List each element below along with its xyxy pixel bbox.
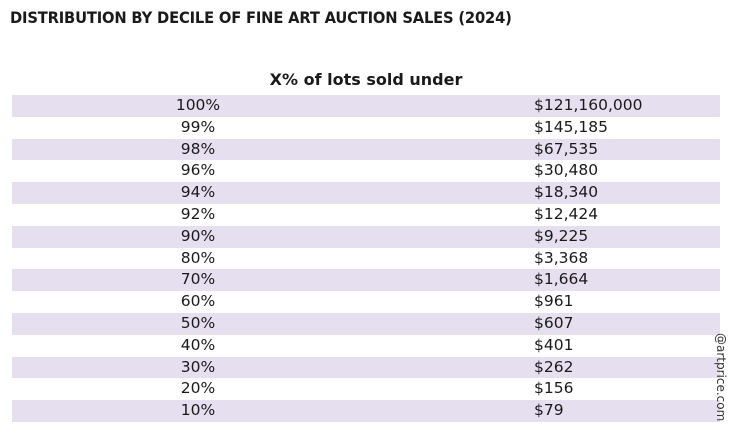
table-row: 50% $607 — [12, 312, 720, 335]
table-row: 96% $30,480 — [12, 160, 720, 182]
table-row: 90% $9,225 — [12, 225, 720, 248]
table-row: 80% $3,368 — [12, 248, 720, 270]
value-cell: $30,480 — [534, 161, 599, 180]
table-row: 99% $145,185 — [12, 117, 720, 139]
percent-cell: 30% — [180, 357, 216, 376]
table-row: 94% $18,340 — [12, 182, 720, 204]
value-cell: $156 — [534, 379, 574, 398]
page-title: DISTRIBUTION BY DECILE OF FINE ART AUCTI… — [10, 8, 512, 27]
percent-cell: 100% — [175, 96, 221, 114]
value-cell: $961 — [534, 292, 574, 311]
table-row: 60% $961 — [12, 291, 720, 313]
percent-cell: 96% — [180, 161, 216, 180]
percent-cell: 40% — [180, 335, 216, 354]
column-header: X% of lots sold under — [269, 70, 463, 89]
value-cell: $121,160,000 — [534, 96, 643, 114]
value-cell: $607 — [534, 313, 574, 332]
percent-cell: 92% — [180, 204, 216, 223]
table-row: 100% $121,160,000 — [12, 95, 720, 117]
percent-cell: 10% — [180, 401, 216, 420]
percent-cell: 99% — [180, 117, 216, 136]
table-row: 98% $67,535 — [12, 138, 720, 161]
table-row: 10% $79 — [12, 400, 720, 422]
percent-cell: 94% — [180, 183, 216, 202]
table-row: 20% $156 — [12, 378, 720, 400]
table-row: 70% $1,664 — [12, 269, 720, 292]
percent-cell: 98% — [180, 139, 216, 158]
percent-cell: 90% — [180, 226, 216, 245]
value-cell: $79 — [534, 401, 564, 420]
value-cell: $9,225 — [534, 226, 589, 245]
percent-cell: 70% — [180, 270, 216, 289]
value-cell: $3,368 — [534, 248, 589, 267]
value-cell: $12,424 — [534, 204, 599, 223]
value-cell: $262 — [534, 357, 574, 376]
table-row: 30% $262 — [12, 356, 720, 379]
percent-cell: 20% — [180, 379, 216, 398]
value-cell: $401 — [534, 335, 574, 354]
value-cell: $1,664 — [534, 270, 589, 289]
value-cell: $145,185 — [534, 117, 608, 136]
table-row: 92% $12,424 — [12, 204, 720, 226]
table-row: 40% $401 — [12, 335, 720, 357]
value-cell: $67,535 — [534, 139, 599, 158]
percent-cell: 80% — [180, 248, 216, 267]
distribution-table: 100% $121,160,000 99% $145,185 98% $67,5… — [12, 95, 720, 422]
source-watermark: @artprice.com — [714, 333, 728, 422]
percent-cell: 60% — [180, 292, 216, 311]
percent-cell: 50% — [180, 313, 216, 332]
value-cell: $18,340 — [534, 183, 599, 202]
